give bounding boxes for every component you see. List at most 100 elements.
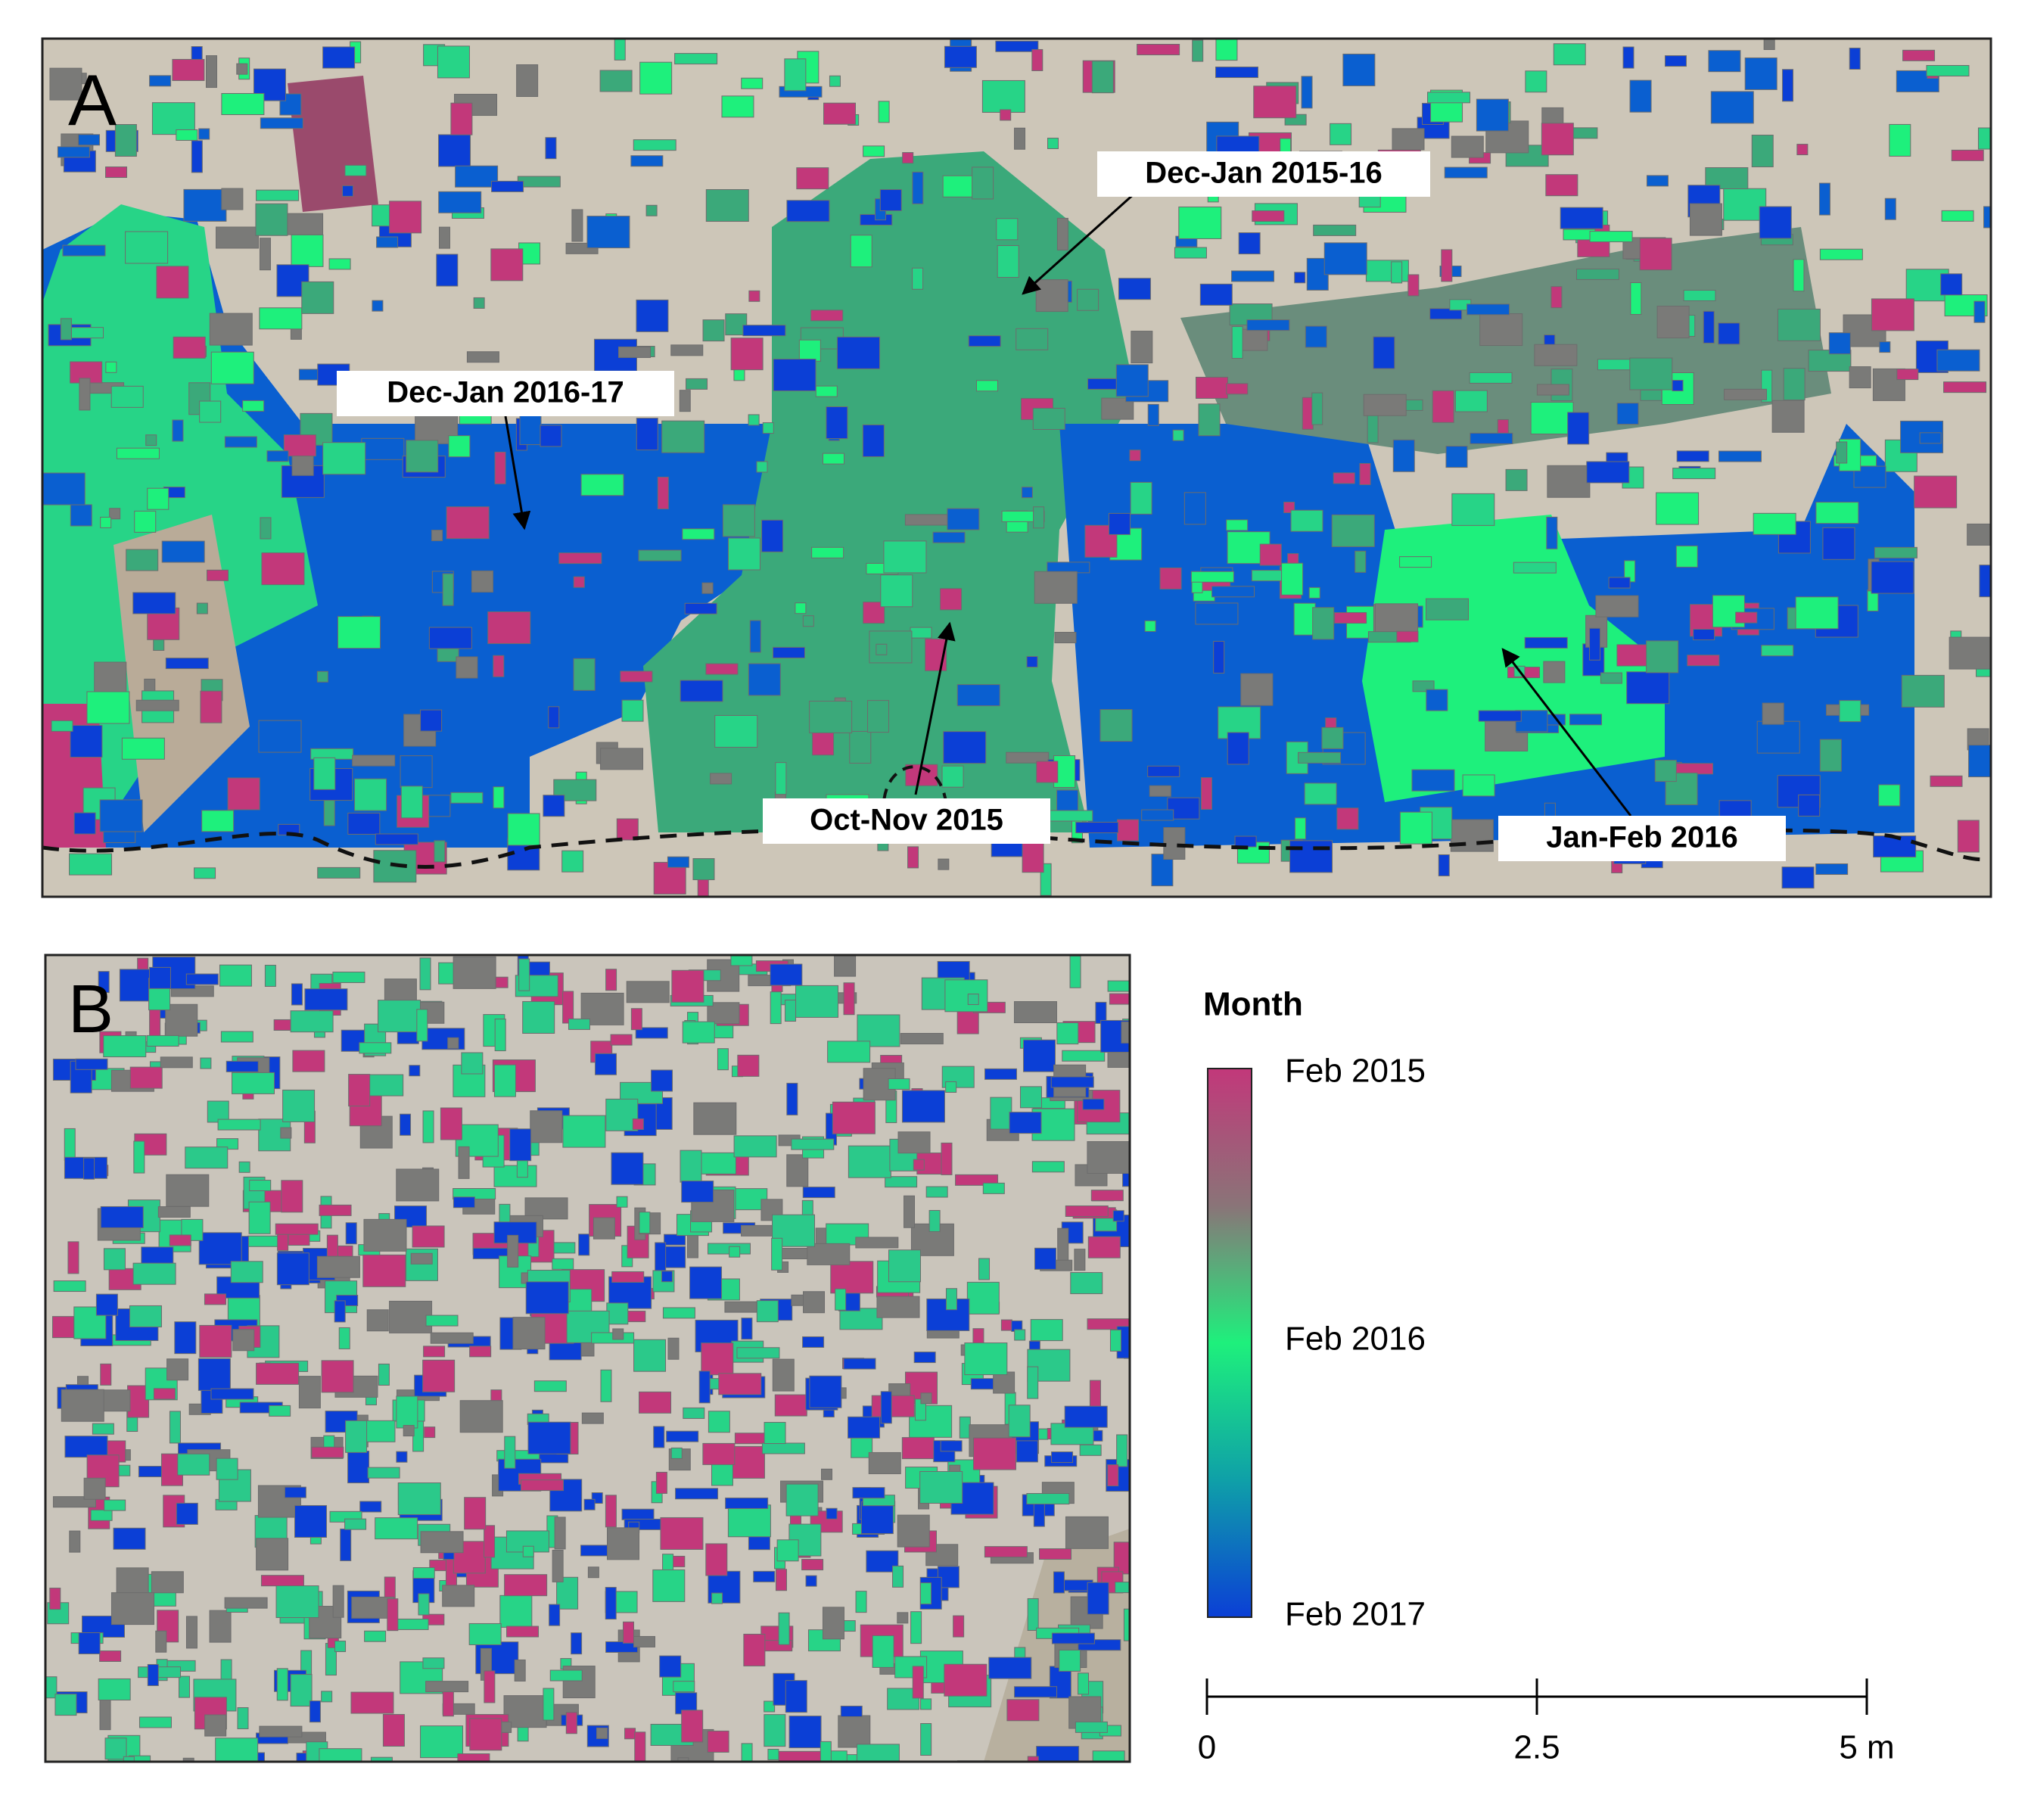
pixel-cell <box>852 1487 885 1499</box>
pixel-cell <box>795 602 807 614</box>
pixel-cell <box>219 964 252 987</box>
pixel-cell <box>826 1507 838 1520</box>
pixel-cell <box>606 1302 629 1325</box>
legend-label: Feb 2015 <box>1285 1053 1426 1090</box>
pixel-cell <box>471 570 493 593</box>
panel-label: A <box>68 60 117 141</box>
pixel-cell <box>484 1670 496 1703</box>
scale-label: 2.5 <box>1513 1729 1560 1766</box>
pixel-cell <box>661 1271 673 1283</box>
pixel-cell <box>204 1293 226 1305</box>
pixel-cell <box>49 67 82 101</box>
pixel-cell <box>764 1700 776 1713</box>
pixel-cell <box>913 1352 936 1364</box>
pixel-cell <box>359 1501 382 1513</box>
pixel-cell <box>764 1714 786 1747</box>
pixel-cell <box>554 1517 566 1550</box>
pixel-cell <box>1541 123 1574 156</box>
pixel-cell <box>1569 714 1603 726</box>
pixel-cell <box>494 1019 506 1052</box>
pixel-cell <box>1122 1165 1130 1187</box>
pixel-cell <box>376 236 399 248</box>
pixel-cell <box>1672 468 1716 480</box>
pixel-cell <box>1065 1516 1109 1549</box>
pixel-cell <box>359 1042 392 1054</box>
pixel-cell <box>145 434 157 446</box>
pixel-cell <box>1198 403 1221 437</box>
pixel-cell <box>724 1301 757 1313</box>
pixel-cell <box>1914 475 1958 509</box>
pixel-cell <box>1355 550 1367 573</box>
pixel-cell <box>455 165 499 188</box>
pixel-cell <box>344 164 367 176</box>
pixel-cell <box>1027 1598 1039 1631</box>
pixel-cell <box>69 853 113 876</box>
pixel-cell <box>176 129 198 141</box>
pixel-cell <box>389 1300 433 1333</box>
pixel-cell <box>256 1362 300 1385</box>
pixel-cell <box>1226 383 1249 395</box>
pixel-cell <box>773 359 816 392</box>
pixel-cell <box>556 1576 579 1610</box>
boundary-line <box>42 827 1991 869</box>
pixel-cell <box>953 1615 965 1638</box>
pixel-cell <box>1211 586 1255 598</box>
pixel-cell <box>910 1611 922 1644</box>
pixel-cell <box>321 1691 333 1703</box>
pixel-cell <box>1983 206 1991 229</box>
annotation-arrow <box>504 415 531 530</box>
pixel-cell <box>702 1442 736 1465</box>
pixel-cell <box>1014 127 1026 150</box>
pixel-cell <box>1375 603 1419 636</box>
pixel-cell <box>1137 43 1180 55</box>
pixel-cell <box>121 737 165 760</box>
pixel-cell <box>259 307 303 330</box>
pixel-cell <box>156 266 189 299</box>
pixel-cell <box>169 1234 191 1246</box>
pixel-cell <box>456 656 478 679</box>
pixel-cell <box>1871 561 1914 594</box>
pixel-cell <box>507 813 540 846</box>
pixel-cell <box>431 530 443 542</box>
pixel-cell <box>1050 1076 1094 1088</box>
pixel-cell <box>630 155 664 167</box>
pixel-cell <box>583 1498 596 1510</box>
pixel-cell <box>1118 278 1151 300</box>
pixel-cell <box>83 1477 106 1500</box>
pixel-cell <box>1656 492 1700 525</box>
pixel-cell <box>437 45 470 79</box>
pixel-cell <box>182 1757 194 1762</box>
pixel-cell <box>370 1756 393 1762</box>
pixel-cell <box>1301 76 1313 109</box>
pixel-cell <box>169 1411 181 1444</box>
pixel-cell <box>259 238 271 271</box>
pixel-cell <box>561 850 584 873</box>
pixel-cell <box>201 810 235 832</box>
pixel-cell <box>52 1316 75 1339</box>
pixel-cell <box>275 1585 319 1619</box>
pixel-cell <box>527 1421 571 1454</box>
pixel-cell <box>984 1068 1018 1080</box>
pixel-cell <box>767 1748 779 1760</box>
pixel-cell <box>512 1317 546 1350</box>
pixel-cell <box>1246 319 1290 331</box>
pixel-cell <box>718 1373 762 1395</box>
pixel-cell <box>332 1585 344 1618</box>
pixel-cell <box>1469 372 1513 384</box>
pixel-cell <box>848 1145 891 1178</box>
pixel-cell <box>822 453 844 465</box>
pixel-cell <box>1798 794 1821 817</box>
pixel-cell <box>361 437 405 460</box>
pixel-cell <box>1708 50 1741 73</box>
pixel-cell <box>805 1575 817 1587</box>
panel-frame <box>44 954 1131 1763</box>
pixel-cell <box>1027 1756 1039 1762</box>
pixel-cell <box>897 1612 909 1624</box>
pixel-cell <box>623 1621 635 1644</box>
pixel-cell <box>1586 461 1630 484</box>
pixel-cell <box>1006 1699 1040 1722</box>
pixel-cell <box>1034 571 1078 604</box>
pixel-cell <box>633 1635 655 1647</box>
pixel-cell <box>1131 331 1153 364</box>
pixel-cell <box>1087 1236 1121 1258</box>
